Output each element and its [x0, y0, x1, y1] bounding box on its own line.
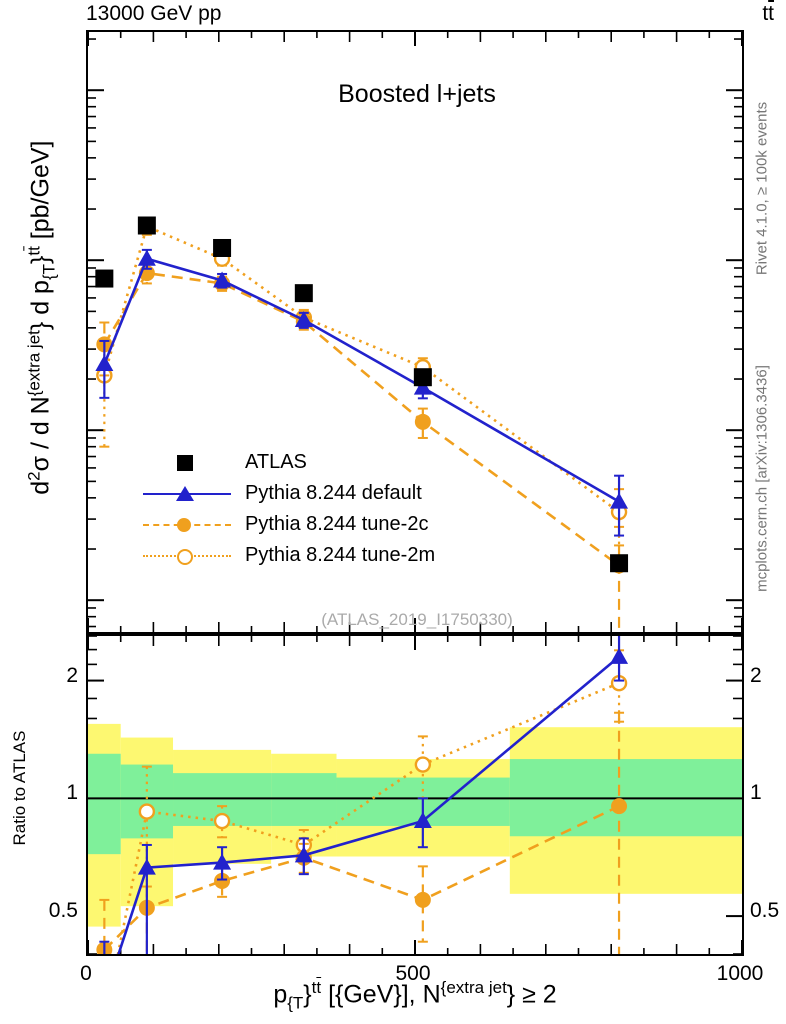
filled-circle-marker-icon	[177, 517, 191, 532]
legend-label-tune2c: Pythia 8.244 tune-2c	[245, 513, 429, 535]
legend-item-atlas[interactable]: ATLAS	[143, 447, 435, 478]
legend: ATLAS Pythia 8.244 default Pythia 8.244 …	[143, 447, 435, 571]
legend-item-default[interactable]: Pythia 8.244 default	[143, 478, 435, 509]
legend-key-solid-triangle	[143, 484, 231, 504]
legend-key-dashed-circle	[143, 515, 231, 535]
x-tick-label: 1000	[716, 962, 764, 985]
open-circle-marker-icon	[177, 548, 193, 565]
ratio-plot-panel	[86, 634, 744, 956]
ratio-tick-label-left: 2	[66, 663, 78, 687]
process-label: tt	[762, 2, 774, 25]
x-axis-title: p{T}tt [{GeV}], N{extra jet} ≥ 2	[273, 978, 557, 1013]
mcplots-source-label: mcplots.cern.ch [arXiv:1306.3436]	[753, 365, 771, 592]
legend-item-tune2c[interactable]: Pythia 8.244 tune-2c	[143, 509, 435, 540]
plot-title: Boosted l+jets	[338, 80, 496, 108]
legend-label-default: Pythia 8.244 default	[245, 482, 422, 504]
y-axis-title: d2σ / d N{extra jet} d p{T}tt [pb/GeV]	[24, 140, 59, 495]
ratio-tick-label-right: 2	[750, 663, 762, 687]
rivet-version-label: Rivet 4.1.0, ≥ 100k events	[753, 101, 771, 276]
beam-energy-label: 13000 GeV pp	[86, 2, 222, 25]
x-tick-label: 500	[395, 962, 431, 985]
triangle-marker-icon	[176, 485, 194, 501]
ratio-plot-svg	[88, 636, 742, 954]
main-plot-panel: Boosted l+jets (ATLAS_2019_I1750330) ATL…	[86, 30, 744, 634]
analysis-watermark: (ATLAS_2019_I1750330)	[321, 610, 513, 629]
x-tick-label: 0	[80, 962, 92, 985]
legend-key-square	[143, 453, 231, 473]
ratio-tick-label-right: 1	[750, 781, 762, 805]
legend-label-atlas: ATLAS	[245, 451, 307, 473]
legend-key-dotted-opencircle	[143, 546, 231, 566]
ratio-tick-label-left: 0.5	[48, 899, 78, 923]
ratio-tick-label-right: 0.5	[750, 899, 780, 923]
legend-label-tune2m: Pythia 8.244 tune-2m	[245, 544, 436, 566]
square-marker-icon	[177, 454, 193, 471]
main-plot-svg	[88, 32, 742, 632]
legend-item-tune2m[interactable]: Pythia 8.244 tune-2m	[143, 540, 435, 571]
ratio-tick-label-left: 1	[66, 781, 78, 805]
